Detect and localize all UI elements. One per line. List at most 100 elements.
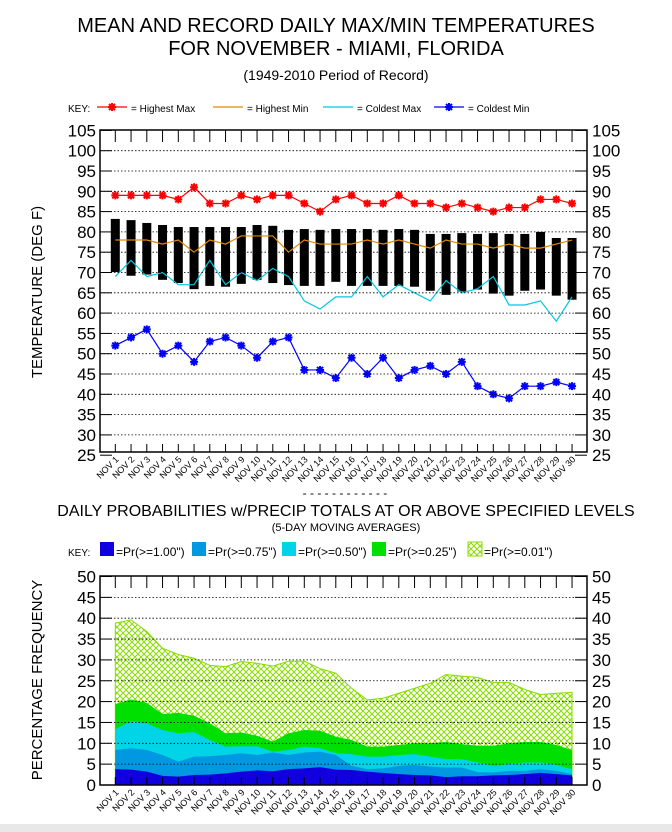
y-tick-label-right: 20 bbox=[592, 693, 611, 712]
legend-label: =Pr(>=0.75") bbox=[208, 545, 277, 559]
data-point bbox=[520, 382, 529, 391]
y-tick-label-left: 100 bbox=[68, 142, 96, 161]
normal-range-bar bbox=[520, 233, 530, 291]
normal-range-bar bbox=[189, 227, 199, 290]
normal-range-bar bbox=[299, 229, 309, 286]
data-point bbox=[426, 361, 435, 370]
legend-key-label: KEY: bbox=[68, 548, 90, 559]
y-tick-label-left: 20 bbox=[77, 693, 96, 712]
data-point bbox=[552, 195, 561, 204]
data-point bbox=[379, 353, 388, 362]
data-point bbox=[142, 191, 151, 200]
data-point bbox=[316, 365, 325, 374]
y-tick-label-left: 35 bbox=[77, 630, 96, 649]
y-tick-label-right: 100 bbox=[592, 142, 620, 161]
series-line-1 bbox=[115, 235, 573, 254]
legend-label: = Highest Min bbox=[247, 104, 308, 115]
normal-range-bar bbox=[567, 237, 577, 300]
y-tick-label-left: 45 bbox=[77, 588, 96, 607]
data-point bbox=[473, 382, 482, 391]
precip-subtitle: (5-DAY MOVING AVERAGES) bbox=[272, 522, 421, 534]
y-tick-label-right: 60 bbox=[592, 304, 611, 323]
normal-range-bar bbox=[488, 233, 498, 294]
series-line-0 bbox=[115, 186, 573, 213]
y-tick-label-right: 25 bbox=[592, 672, 611, 691]
y-tick-label-left: 75 bbox=[77, 243, 96, 262]
data-point bbox=[158, 349, 167, 358]
precip-y-axis-label: PERCENTAGE FREQUENCY bbox=[29, 580, 46, 781]
normal-range-bar bbox=[378, 229, 388, 286]
y-tick-label-left: 10 bbox=[77, 734, 96, 753]
data-point bbox=[473, 203, 482, 212]
y-tick-label-left: 25 bbox=[77, 446, 96, 465]
legend-star-icon bbox=[445, 103, 453, 111]
y-tick-label-left: 70 bbox=[77, 264, 96, 283]
plot-frame bbox=[99, 129, 588, 453]
y-tick-label-left: 90 bbox=[77, 182, 96, 201]
data-point bbox=[284, 333, 293, 342]
temperature-y-axis-label: TEMPERATURE (DEG F) bbox=[29, 206, 46, 378]
y-tick-label-left: 25 bbox=[77, 672, 96, 691]
y-tick-label-right: 70 bbox=[592, 264, 611, 283]
y-tick-label-left: 85 bbox=[77, 203, 96, 222]
normal-range-bar bbox=[536, 231, 546, 290]
y-tick-label-right: 95 bbox=[592, 162, 611, 181]
normal-range-bar bbox=[331, 229, 341, 282]
data-point bbox=[190, 357, 199, 366]
data-point bbox=[536, 195, 545, 204]
data-point bbox=[505, 394, 514, 403]
data-point bbox=[190, 183, 199, 192]
data-point bbox=[300, 365, 309, 374]
y-tick-label-left: 50 bbox=[77, 345, 96, 364]
data-point bbox=[253, 353, 262, 362]
normal-range-bar bbox=[425, 233, 435, 291]
data-point bbox=[174, 195, 183, 204]
data-point bbox=[410, 365, 419, 374]
data-point bbox=[379, 199, 388, 208]
y-tick-label-right: 65 bbox=[592, 284, 611, 303]
legend-label: = Coldest Min bbox=[468, 104, 529, 115]
data-point bbox=[520, 203, 529, 212]
normal-range-bar bbox=[551, 237, 561, 296]
normal-range-bar bbox=[142, 222, 152, 275]
y-tick-label-right: 15 bbox=[592, 713, 611, 732]
y-tick-label-right: 10 bbox=[592, 734, 611, 753]
legend-label: =Pr(>=0.50") bbox=[298, 545, 367, 559]
precip-title: DAILY PROBABILITIES w/PRECIP TOTALS AT O… bbox=[57, 503, 634, 520]
normal-range-bar bbox=[457, 233, 467, 292]
data-point bbox=[237, 191, 246, 200]
y-tick-label-right: 30 bbox=[592, 426, 611, 445]
legend-swatch bbox=[372, 542, 386, 556]
y-tick-label-left: 50 bbox=[77, 568, 96, 587]
data-point bbox=[394, 374, 403, 383]
data-point bbox=[457, 199, 466, 208]
legend-label: =Pr(>=0.25") bbox=[388, 545, 457, 559]
y-tick-label-right: 40 bbox=[592, 385, 611, 404]
series-line-3 bbox=[115, 328, 573, 400]
y-tick-label-left: 95 bbox=[77, 162, 96, 181]
legend-key-label: KEY: bbox=[68, 104, 90, 115]
data-point bbox=[410, 199, 419, 208]
data-point bbox=[127, 191, 136, 200]
normal-range-bar bbox=[110, 218, 120, 273]
chart-title: MEAN AND RECORD DAILY MAX/MIN TEMPERATUR… bbox=[77, 15, 595, 37]
data-point bbox=[111, 341, 120, 350]
data-point bbox=[347, 191, 356, 200]
data-point bbox=[268, 337, 277, 346]
y-tick-label-right: 30 bbox=[592, 651, 611, 670]
data-point bbox=[158, 191, 167, 200]
top-legend: KEY: = Highest Max = Highest Min = Coldest … bbox=[68, 103, 529, 115]
y-tick-label-right: 45 bbox=[592, 588, 611, 607]
data-point bbox=[111, 191, 120, 200]
y-tick-label-left: 30 bbox=[77, 426, 96, 445]
normal-range-bar bbox=[362, 229, 372, 286]
chart-title-line2: FOR NOVEMBER - MIAMI, FLORIDA bbox=[168, 38, 504, 60]
normal-range-bar bbox=[473, 233, 483, 290]
y-tick-label-right: 45 bbox=[592, 365, 611, 384]
data-point bbox=[331, 195, 340, 204]
y-tick-label-right: 80 bbox=[592, 223, 611, 242]
y-tick-label-left: 55 bbox=[77, 324, 96, 343]
normal-range-bar bbox=[236, 227, 246, 284]
precip-legend: KEY: =Pr(>=0.01") =Pr(>=0.25") =Pr(>=0.50")… bbox=[68, 541, 553, 559]
